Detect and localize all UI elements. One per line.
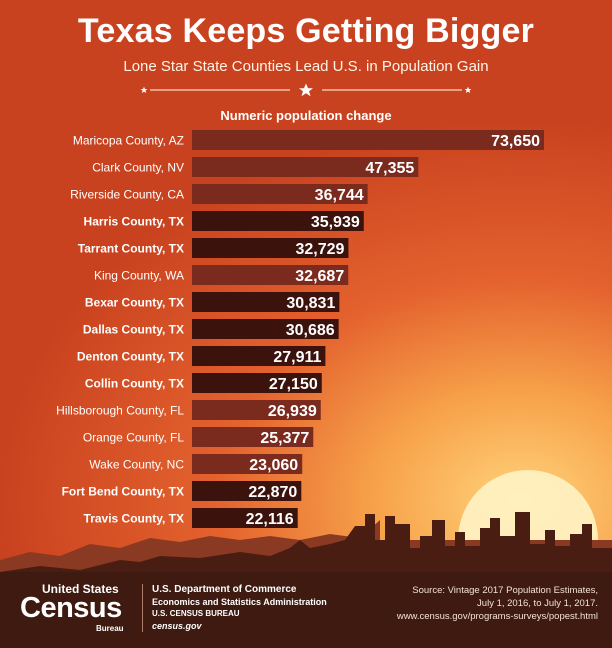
category-label: Orange County, FL	[83, 431, 184, 445]
category-label: King County, WA	[94, 269, 184, 283]
value-label: 30,686	[286, 322, 335, 339]
chart-title: Numeric population change	[220, 108, 392, 123]
bar-maricopa-county-az	[192, 130, 544, 150]
bar-bexar-county-tx	[192, 292, 340, 312]
bar-clark-county-nv	[192, 157, 419, 177]
value-label: 32,729	[295, 241, 344, 258]
category-label: Travis County, TX	[84, 512, 184, 526]
category-label: Maricopa County, AZ	[73, 134, 184, 148]
value-label: 22,116	[246, 511, 294, 528]
source-line-2: July 1, 2016, to July 1, 2017.	[477, 598, 598, 609]
bar-dallas-county-tx	[192, 319, 339, 339]
category-label: Collin County, TX	[85, 377, 184, 391]
bar-denton-county-tx	[192, 346, 326, 366]
value-label: 26,939	[268, 403, 317, 420]
bar-king-county-wa	[192, 265, 349, 285]
star-icon-center	[299, 83, 313, 97]
census-logo: United States Census Bureau	[20, 580, 132, 636]
category-label: Wake County, NC	[89, 458, 184, 472]
value-label: 32,687	[295, 268, 344, 285]
logo-bureau: Bureau	[96, 624, 124, 633]
value-label: 27,911	[273, 349, 321, 366]
category-label: Harris County, TX	[84, 215, 184, 229]
bar-collin-county-tx	[192, 373, 322, 393]
dept-line-commerce: U.S. Department of Commerce	[152, 584, 297, 595]
value-label: 47,355	[365, 160, 414, 177]
value-label: 36,744	[315, 187, 364, 204]
bar-harris-county-tx	[192, 211, 364, 231]
bar-orange-county-fl	[192, 427, 314, 447]
source-line-1: Source: Vintage 2017 Population Estimate…	[412, 585, 598, 596]
star-icon-right	[464, 86, 472, 93]
value-label: 25,377	[260, 430, 309, 447]
value-label: 23,060	[249, 457, 298, 474]
category-label: Riverside County, CA	[70, 188, 184, 202]
category-label: Fort Bend County, TX	[62, 485, 184, 499]
category-label: Clark County, NV	[92, 161, 184, 175]
source-line-3: www.census.gov/programs-surveys/popest.h…	[396, 611, 598, 622]
category-label: Dallas County, TX	[83, 323, 184, 337]
value-label: 22,870	[248, 484, 297, 501]
dept-line-census: U.S. CENSUS BUREAU	[152, 609, 240, 618]
bar-wake-county-nc	[192, 454, 303, 474]
page-title: Texas Keeps Getting Bigger	[77, 12, 535, 50]
category-label: Hillsborough County, FL	[56, 404, 184, 418]
bar-tarrant-county-tx	[192, 238, 349, 258]
bar-travis-county-tx	[192, 508, 298, 528]
bar-riverside-county-ca	[192, 184, 368, 204]
value-label: 35,939	[311, 214, 360, 231]
star-icon-left	[140, 86, 148, 93]
logo-census: Census	[20, 592, 122, 624]
value-label: 27,150	[269, 376, 318, 393]
category-label: Tarrant County, TX	[78, 242, 184, 256]
star-divider	[140, 83, 472, 97]
bar-hillsborough-county-fl	[192, 400, 321, 420]
dept-line-website: census.gov	[152, 621, 202, 631]
value-label: 73,650	[491, 133, 540, 150]
category-label: Denton County, TX	[77, 350, 184, 364]
value-label: 30,831	[286, 295, 335, 312]
footer-divider	[142, 584, 143, 632]
department-block: U.S. Department of Commerce Economics an…	[152, 584, 327, 632]
dept-line-esa: Economics and Statistics Administration	[152, 597, 327, 607]
footer	[0, 572, 612, 648]
logo-united-states: United States	[42, 582, 119, 596]
source-note: Source: Vintage 2017 Population Estimate…	[328, 584, 598, 623]
bar-fort-bend-county-tx	[192, 481, 302, 501]
page-subtitle: Lone Star State Counties Lead U.S. in Po…	[123, 58, 489, 75]
category-label: Bexar County, TX	[85, 296, 184, 310]
